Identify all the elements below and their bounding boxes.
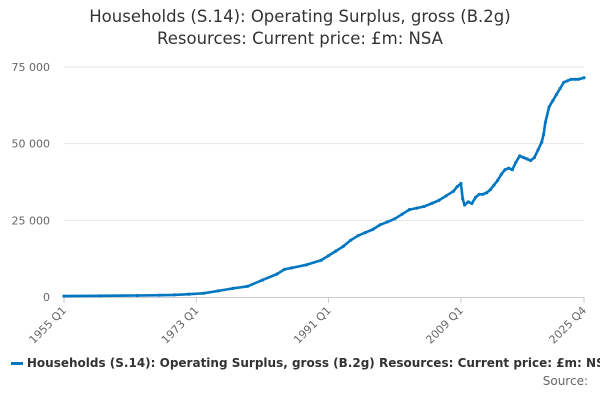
legend-entry[interactable]: Households (S.14): Operating Surplus, gr… — [10, 356, 600, 370]
data-point[interactable] — [554, 93, 559, 97]
data-point[interactable] — [488, 188, 492, 192]
data-point[interactable] — [363, 231, 367, 235]
data-point[interactable] — [569, 77, 573, 81]
data-point[interactable] — [275, 272, 279, 276]
data-point[interactable] — [492, 183, 496, 187]
y-tick-label: 50 000 — [12, 138, 51, 151]
data-point[interactable] — [470, 201, 474, 206]
x-axis — [63, 297, 585, 303]
data-point[interactable] — [437, 198, 441, 202]
x-tick-label: 2025 Q4 — [547, 304, 590, 347]
series-line — [62, 76, 586, 298]
chart-subtitle: Resources: Current price: £m: NSA — [157, 29, 443, 48]
data-point[interactable] — [157, 293, 162, 297]
data-point[interactable] — [172, 293, 176, 297]
data-point[interactable] — [543, 120, 548, 124]
y-tick-label: 0 — [43, 291, 50, 304]
data-point[interactable] — [393, 217, 397, 221]
data-point[interactable] — [135, 293, 140, 298]
data-point[interactable] — [503, 168, 507, 172]
chart-title-line1: Households (S.14): Operating Surplus, gr… — [89, 7, 511, 26]
data-point[interactable] — [334, 249, 338, 253]
data-point[interactable] — [507, 166, 511, 170]
data-point[interactable] — [532, 155, 537, 160]
x-axis-tick-labels: 1955 Q1 1973 Q1 1991 Q1 2009 Q1 2025 Q4 — [27, 304, 590, 347]
data-point[interactable] — [562, 80, 566, 84]
data-point[interactable] — [99, 294, 103, 298]
data-point[interactable] — [356, 234, 360, 238]
data-point[interactable] — [400, 212, 404, 216]
data-point[interactable] — [231, 286, 235, 290]
data-point[interactable] — [429, 201, 434, 206]
source-label: Source: — [542, 374, 588, 388]
x-tick-label: 1991 Q1 — [291, 304, 334, 347]
data-point[interactable] — [573, 77, 577, 81]
data-point[interactable] — [327, 254, 331, 258]
data-point[interactable] — [551, 99, 555, 103]
y-tick-label: 75 000 — [12, 61, 51, 74]
data-point[interactable] — [461, 197, 465, 201]
x-tick-label: 2009 Q1 — [423, 304, 466, 347]
legend-label: Households (S.14): Operating Surplus, gr… — [26, 356, 600, 370]
data-point[interactable] — [385, 220, 389, 224]
chart-title: Households (S.14): Operating Surplus, gr… — [0, 6, 600, 50]
data-point[interactable] — [540, 140, 544, 144]
data-point[interactable] — [542, 132, 546, 137]
data-point[interactable] — [518, 154, 522, 158]
data-point[interactable] — [466, 200, 470, 204]
data-point[interactable] — [378, 223, 382, 227]
x-tick-label: 1973 Q1 — [159, 304, 202, 347]
data-point[interactable] — [525, 157, 529, 161]
data-point[interactable] — [582, 76, 586, 80]
legend-swatch — [10, 362, 23, 365]
data-point[interactable] — [463, 203, 467, 207]
data-point[interactable] — [407, 208, 411, 212]
data-point[interactable] — [451, 189, 456, 193]
data-point[interactable] — [415, 206, 419, 210]
data-point[interactable] — [547, 105, 551, 109]
data-point[interactable] — [521, 155, 526, 160]
data-point[interactable] — [576, 77, 581, 81]
data-point[interactable] — [529, 158, 533, 163]
y-axis-tick-labels: 0 25 000 50 000 75 000 — [12, 61, 51, 304]
data-point[interactable] — [304, 263, 309, 267]
data-point[interactable] — [536, 148, 540, 152]
data-point[interactable] — [444, 194, 448, 198]
data-point[interactable] — [422, 204, 426, 209]
x-tick-label: 1955 Q1 — [27, 304, 70, 347]
data-point[interactable] — [474, 195, 478, 199]
grid-lines — [64, 66, 584, 221]
data-point[interactable] — [260, 278, 264, 282]
data-point[interactable] — [510, 168, 514, 172]
data-point[interactable] — [477, 192, 481, 196]
data-point[interactable] — [216, 289, 220, 293]
data-point[interactable] — [349, 238, 353, 242]
data-point[interactable] — [459, 181, 463, 186]
data-point[interactable] — [496, 178, 500, 183]
data-point[interactable] — [485, 191, 489, 195]
data-point[interactable] — [481, 192, 485, 196]
data-point[interactable] — [202, 291, 206, 295]
y-tick-label: 25 000 — [12, 214, 51, 227]
data-point[interactable] — [282, 267, 287, 271]
data-point[interactable] — [558, 86, 562, 91]
data-point[interactable] — [514, 160, 518, 164]
data-point[interactable] — [246, 284, 250, 288]
data-point[interactable] — [565, 79, 570, 83]
data-point[interactable] — [319, 258, 323, 262]
data-point[interactable] — [290, 266, 294, 270]
data-point[interactable] — [62, 294, 66, 298]
series-layer — [62, 76, 586, 298]
data-point[interactable] — [499, 172, 503, 176]
data-point[interactable] — [187, 292, 191, 296]
legend: Households (S.14): Operating Surplus, gr… — [0, 356, 600, 372]
data-point[interactable] — [341, 244, 345, 248]
data-point[interactable] — [455, 185, 459, 189]
data-point[interactable] — [371, 227, 375, 232]
